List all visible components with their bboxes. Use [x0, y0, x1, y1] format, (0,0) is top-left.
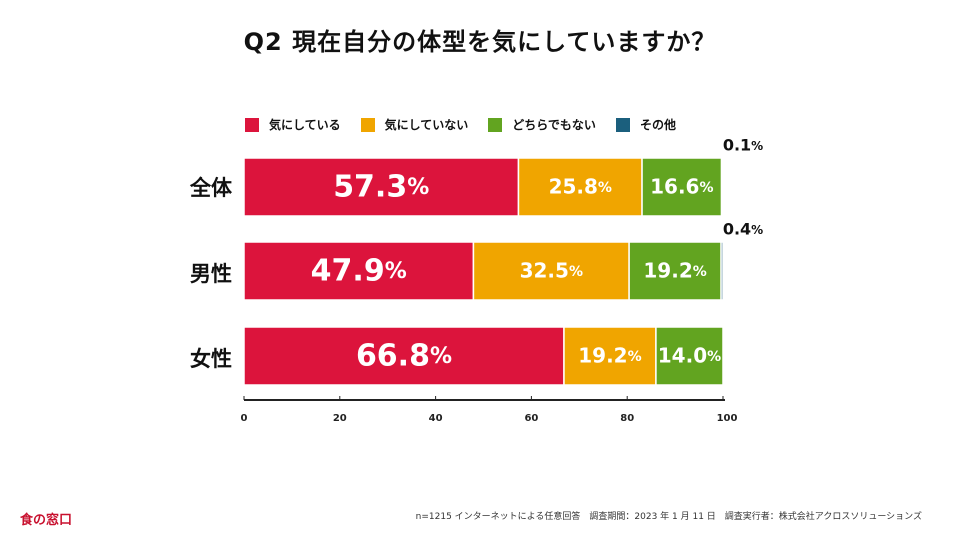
- x-tick-label-0: 0: [241, 413, 248, 424]
- value-label-male-concerned: 47.9%: [311, 254, 407, 289]
- bar-male-not-concerned: [472, 241, 630, 301]
- x-tick-label-100: 100: [717, 413, 738, 424]
- value-label-male-not-concerned: 32.5%: [520, 259, 583, 283]
- legend-label-neither: どちらでもない: [512, 118, 596, 132]
- bar-female-not-concerned: [563, 326, 657, 386]
- value-label-male-neither: 19.2%: [643, 259, 706, 283]
- value-label-male-other: 0.4%: [723, 220, 763, 239]
- brand-logo-text: 食の窓口: [20, 513, 73, 528]
- chart-title: Q2 現在自分の体型を気にしていますか？: [243, 28, 717, 56]
- legend-item-concerned: 気にしている: [245, 116, 341, 133]
- row-label-overall: 全体: [190, 176, 232, 200]
- bar-male-neither: [628, 241, 722, 301]
- survey-footnote: n=1215 インターネットによる任意回答 調査期間：2023 年 1 月 11…: [415, 512, 922, 522]
- x-tick-label-80: 80: [620, 413, 634, 424]
- x-tick-label-40: 40: [429, 413, 443, 424]
- value-label-overall-other: 0.1%: [723, 136, 763, 155]
- bar-overall-neither: [641, 157, 723, 217]
- bar-overall-not-concerned: [517, 157, 643, 217]
- legend-item-other: その他: [615, 116, 676, 133]
- x-tick-label-60: 60: [524, 413, 538, 424]
- legend-swatch-neither: [488, 117, 503, 132]
- value-label-overall-concerned: 57.3%: [333, 170, 429, 205]
- legend-label-other: その他: [639, 118, 676, 132]
- bar-male-concerned: [243, 241, 475, 301]
- bar-female-concerned: [243, 326, 565, 386]
- legend-label-concerned: 気にしている: [269, 118, 341, 132]
- row-label-male: 男性: [190, 262, 232, 286]
- legend-swatch-other: [615, 117, 630, 132]
- value-label-female-concerned: 66.8%: [356, 339, 452, 374]
- bar-female-neither: [655, 326, 724, 386]
- legend-swatch-concerned: [245, 117, 259, 132]
- legend-item-not-concerned: 気にしていない: [360, 116, 469, 133]
- x-tick-label-20: 20: [333, 413, 347, 424]
- legend-swatch-not-concerned: [360, 117, 375, 132]
- row-label-female: 女性: [190, 347, 232, 371]
- legend-label-not-concerned: 気にしていない: [384, 118, 469, 132]
- legend-item-neither: どちらでもない: [488, 116, 596, 133]
- legend: 気にしている 気にしていない どちらでもない その他: [245, 116, 696, 133]
- bar-male-other: [720, 241, 724, 301]
